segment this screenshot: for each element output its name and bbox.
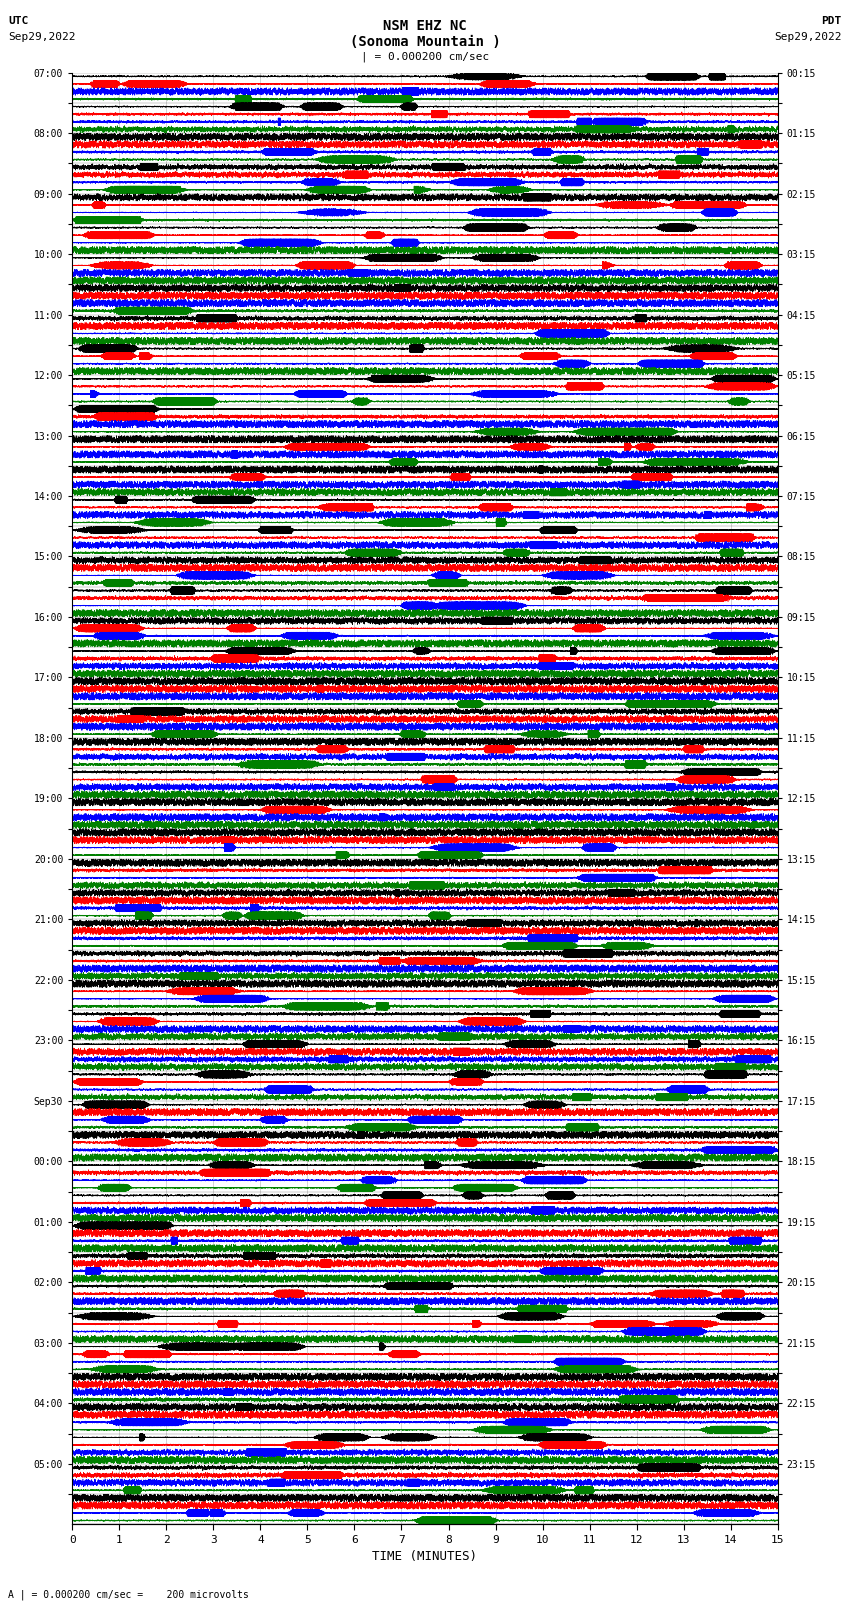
X-axis label: TIME (MINUTES): TIME (MINUTES)	[372, 1550, 478, 1563]
Text: UTC: UTC	[8, 16, 29, 26]
Text: PDT: PDT	[821, 16, 842, 26]
Text: Sep29,2022: Sep29,2022	[8, 32, 76, 42]
Text: (Sonoma Mountain ): (Sonoma Mountain )	[349, 35, 501, 50]
Text: A | = 0.000200 cm/sec =    200 microvolts: A | = 0.000200 cm/sec = 200 microvolts	[8, 1589, 249, 1600]
Text: | = 0.000200 cm/sec: | = 0.000200 cm/sec	[361, 52, 489, 63]
Text: Sep29,2022: Sep29,2022	[774, 32, 842, 42]
Text: NSM EHZ NC: NSM EHZ NC	[383, 19, 467, 34]
